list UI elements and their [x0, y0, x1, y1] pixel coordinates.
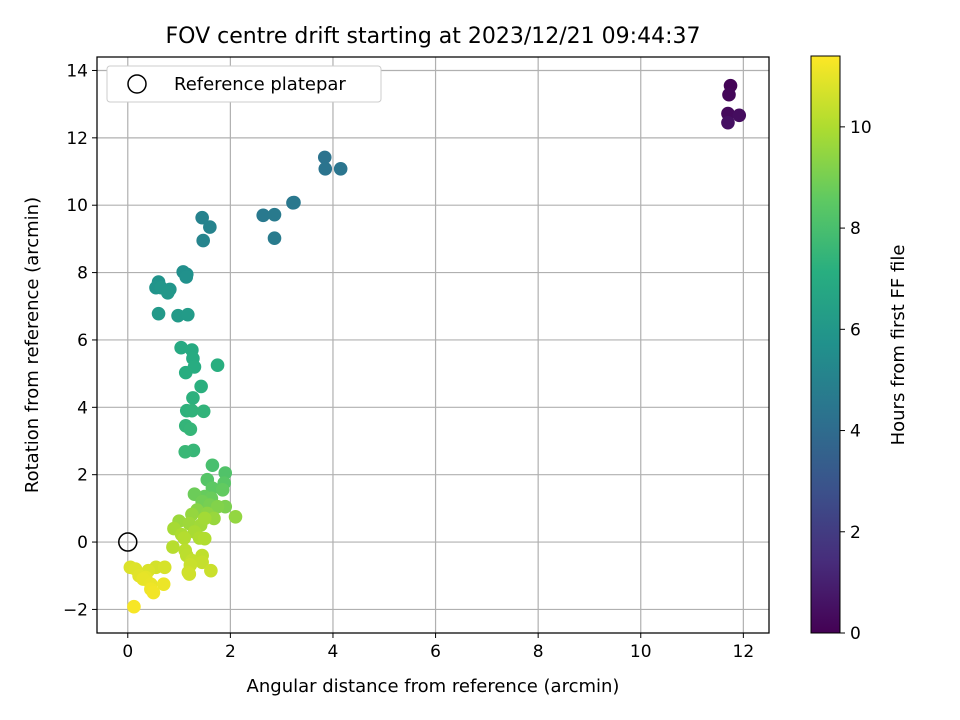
colorbar: 0 2 4 6 8 10 Hours from first FF file: [810, 55, 909, 644]
x-axis-ticks: 0 2 4 6 8 10 12: [122, 633, 754, 662]
plot-area: [97, 57, 769, 633]
colorbar-tick-label: 6: [850, 320, 861, 340]
scatter-point: [177, 531, 192, 545]
scatter-point: [732, 108, 747, 123]
x-tick-label: 2: [225, 642, 236, 662]
scatter-point: [722, 87, 736, 102]
y-tick-label: 10: [66, 196, 88, 216]
scatter-point: [196, 233, 210, 248]
scatter-point: [178, 444, 193, 459]
scatter-point: [228, 509, 243, 524]
colorbar-tick-label: 4: [850, 422, 861, 442]
legend-marker-icon: [127, 74, 147, 94]
scatter-point: [318, 162, 333, 176]
scatter-point: [166, 540, 180, 554]
scatter-point: [215, 483, 230, 497]
scatter-point: [127, 599, 141, 614]
scatter-point: [157, 560, 172, 575]
scatter-point: [156, 577, 171, 591]
colorbar-gradient: [810, 55, 841, 634]
scatter-point: [185, 403, 199, 418]
colorbar-ticks: 0 2 4 6 8 10: [840, 118, 872, 644]
colorbar-tick-label: 0: [850, 624, 861, 644]
colorbar-tick-label: 2: [850, 523, 861, 543]
y-tick-label: 0: [77, 533, 88, 553]
scatter-point: [721, 115, 735, 130]
scatter-point: [203, 220, 217, 234]
y-tick-label: 6: [77, 331, 88, 351]
x-tick-label: 12: [733, 642, 755, 662]
scatter-point: [178, 365, 193, 380]
scatter-point: [195, 555, 209, 570]
scatter-point: [146, 585, 161, 600]
x-tick-label: 0: [122, 642, 133, 662]
y-tick-label: 12: [66, 129, 88, 149]
scatter-point: [333, 162, 348, 176]
scatter-point: [194, 379, 208, 394]
scatter-point: [317, 150, 332, 165]
scatter-points: [123, 78, 747, 614]
scatter-point: [256, 208, 271, 223]
legend: Reference platepar: [106, 65, 382, 103]
scatter-point: [174, 340, 188, 355]
x-tick-label: 10: [630, 642, 652, 662]
scatter-point: [182, 567, 197, 581]
scatter-point: [197, 531, 212, 546]
colorbar-label: Hours from first FF file: [888, 245, 909, 446]
y-tick-label: −2: [63, 600, 88, 620]
plot-frame: [96, 56, 770, 634]
colorbar-tick-label: 10: [850, 118, 872, 138]
scatter-point: [267, 207, 282, 222]
x-tick-label: 4: [328, 642, 339, 662]
y-tick-label: 4: [77, 398, 88, 418]
scatter-point: [287, 195, 301, 210]
colorbar-tick-label: 8: [850, 219, 861, 239]
scatter-point: [180, 307, 195, 322]
x-tick-label: 6: [430, 642, 441, 662]
legend-label: Reference platepar: [174, 74, 346, 95]
scatter-point: [183, 422, 198, 437]
scatter-point: [197, 511, 212, 526]
scatter-point: [195, 210, 209, 225]
scatter-point: [210, 358, 225, 373]
y-tick-label: 8: [77, 264, 88, 284]
y-tick-label: 14: [66, 61, 88, 81]
scatter-point: [205, 458, 220, 473]
scatter-point: [179, 270, 194, 284]
scatter-point: [210, 499, 225, 514]
legend-box: [106, 65, 382, 103]
x-axis-label: Angular distance from reference (arcmin): [247, 676, 620, 697]
y-axis-label: Rotation from reference (arcmin): [22, 197, 43, 493]
scatter-point: [218, 466, 233, 480]
x-tick-label: 8: [533, 642, 544, 662]
scatter-point: [160, 285, 175, 300]
scatter-point: [196, 404, 211, 419]
scatter-point: [186, 391, 200, 405]
y-tick-label: 2: [77, 466, 88, 486]
scatter-point: [151, 306, 166, 321]
y-axis-ticks: −2 0 2 4 6 8 10 12 14: [63, 61, 97, 620]
scatter-point: [267, 231, 282, 246]
chart-title: FOV centre drift starting at 2023/12/21 …: [166, 24, 701, 49]
scatter-point: [204, 563, 218, 578]
reference-platepar-marker: [118, 532, 138, 552]
